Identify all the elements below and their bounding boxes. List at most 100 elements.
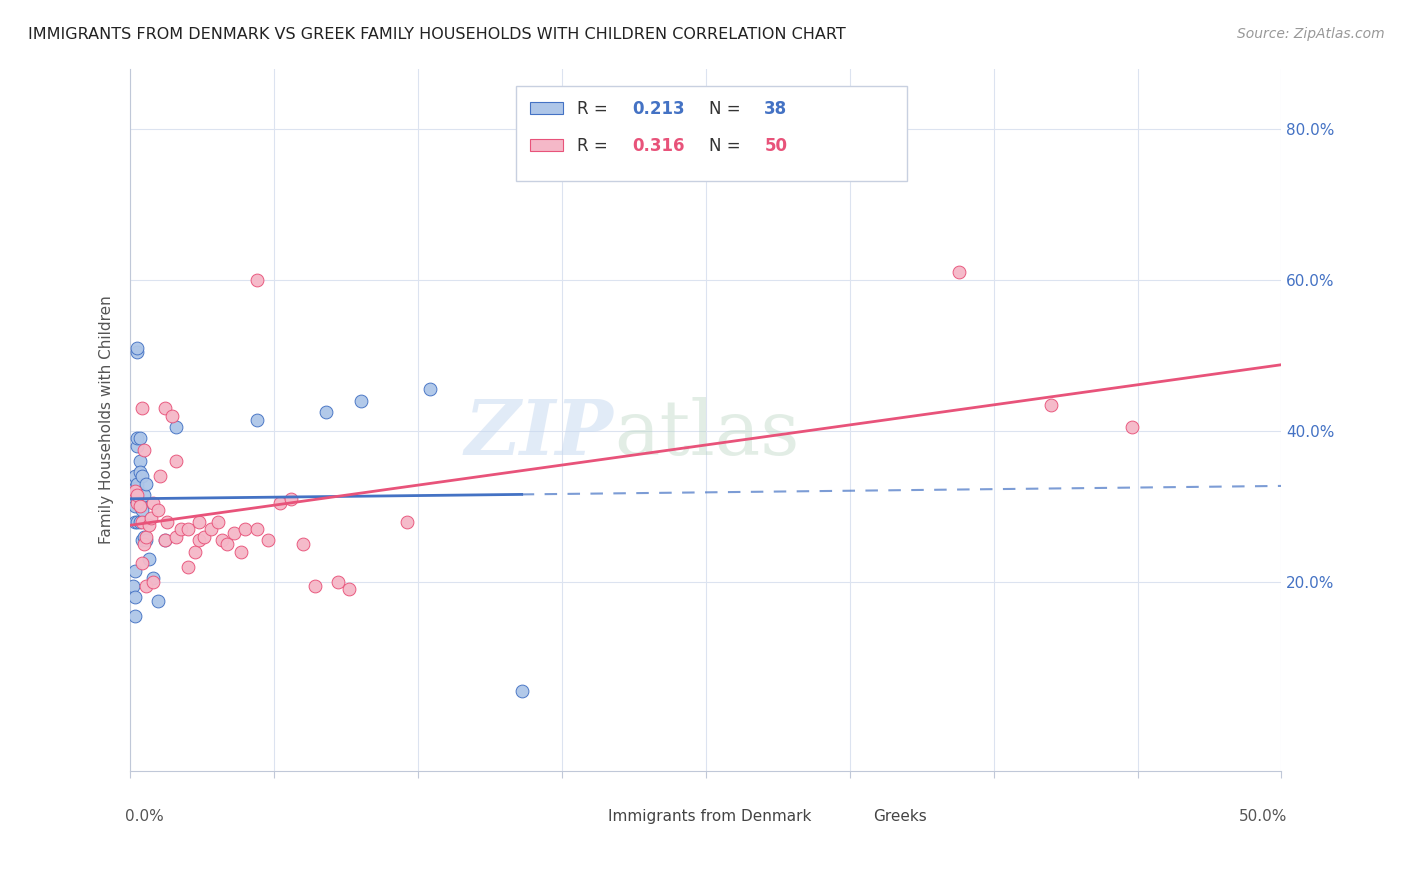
Point	[419, 383, 441, 397]
Point	[127, 432, 149, 446]
Text: Source: ZipAtlas.com: Source: ZipAtlas.com	[1237, 27, 1385, 41]
Text: N =: N =	[709, 136, 747, 154]
Point	[257, 533, 280, 548]
Point	[510, 684, 533, 698]
Point	[131, 515, 153, 529]
Point	[269, 496, 291, 510]
Point	[177, 559, 200, 574]
Point	[124, 590, 146, 604]
Point	[124, 481, 146, 495]
Point	[135, 476, 157, 491]
Text: N =: N =	[709, 100, 747, 118]
Point	[124, 564, 146, 578]
Point	[229, 545, 252, 559]
Point	[184, 545, 207, 559]
Text: 50.0%: 50.0%	[1239, 809, 1286, 824]
Point	[138, 518, 160, 533]
Point	[153, 401, 176, 416]
Text: atlas: atlas	[614, 397, 799, 471]
Point	[215, 537, 238, 551]
Point	[127, 341, 149, 355]
Text: R =: R =	[576, 136, 613, 154]
Point	[127, 496, 149, 510]
FancyBboxPatch shape	[568, 808, 602, 825]
Point	[222, 525, 245, 540]
Point	[139, 510, 162, 524]
Point	[146, 594, 169, 608]
Point	[337, 582, 360, 597]
Point	[153, 533, 176, 548]
Point	[315, 405, 337, 419]
Point	[124, 608, 146, 623]
Text: 50: 50	[765, 136, 787, 154]
Point	[135, 533, 157, 548]
Point	[128, 432, 150, 446]
Point	[246, 412, 269, 426]
Point	[280, 491, 302, 506]
Point	[246, 522, 269, 536]
Point	[1040, 397, 1063, 411]
Point	[1121, 420, 1143, 434]
Point	[127, 481, 149, 495]
Y-axis label: Family Households with Children: Family Households with Children	[100, 295, 114, 544]
Point	[128, 454, 150, 468]
FancyBboxPatch shape	[530, 102, 562, 114]
Point	[165, 420, 187, 434]
Point	[177, 522, 200, 536]
Text: ZIP: ZIP	[465, 397, 614, 471]
FancyBboxPatch shape	[832, 808, 868, 825]
Point	[127, 491, 149, 506]
Point	[124, 469, 146, 483]
Point	[127, 515, 149, 529]
Point	[211, 533, 233, 548]
Point	[128, 466, 150, 480]
Point	[291, 537, 314, 551]
Text: 38: 38	[765, 100, 787, 118]
Point	[128, 515, 150, 529]
FancyBboxPatch shape	[516, 86, 907, 181]
Point	[165, 454, 187, 468]
Point	[138, 552, 160, 566]
Point	[127, 488, 149, 502]
Point	[134, 537, 156, 551]
Point	[235, 522, 257, 536]
Point	[134, 530, 156, 544]
Text: Greeks: Greeks	[873, 809, 927, 824]
Point	[128, 500, 150, 514]
Point	[160, 409, 183, 423]
Point	[948, 265, 970, 279]
Point	[142, 574, 165, 589]
Point	[200, 522, 222, 536]
Point	[127, 476, 149, 491]
Text: Immigrants from Denmark: Immigrants from Denmark	[607, 809, 811, 824]
Point	[349, 393, 371, 408]
Point	[127, 344, 149, 359]
Point	[135, 579, 157, 593]
Point	[193, 530, 215, 544]
Point	[121, 579, 143, 593]
Point	[131, 556, 153, 570]
Point	[131, 401, 153, 416]
Point	[131, 503, 153, 517]
Point	[165, 530, 187, 544]
Text: 0.0%: 0.0%	[125, 809, 163, 824]
Point	[156, 515, 179, 529]
Point	[207, 515, 229, 529]
Point	[124, 484, 146, 499]
Point	[134, 442, 156, 457]
FancyBboxPatch shape	[530, 139, 562, 152]
Point	[246, 273, 269, 287]
Point	[134, 488, 156, 502]
Point	[149, 469, 172, 483]
Point	[146, 503, 169, 517]
Point	[170, 522, 193, 536]
Point	[124, 500, 146, 514]
Point	[131, 469, 153, 483]
Point	[142, 571, 165, 585]
Point	[131, 533, 153, 548]
Point	[395, 515, 418, 529]
Point	[124, 515, 146, 529]
Text: R =: R =	[576, 100, 613, 118]
Text: 0.213: 0.213	[631, 100, 685, 118]
Text: IMMIGRANTS FROM DENMARK VS GREEK FAMILY HOUSEHOLDS WITH CHILDREN CORRELATION CHA: IMMIGRANTS FROM DENMARK VS GREEK FAMILY …	[28, 27, 846, 42]
